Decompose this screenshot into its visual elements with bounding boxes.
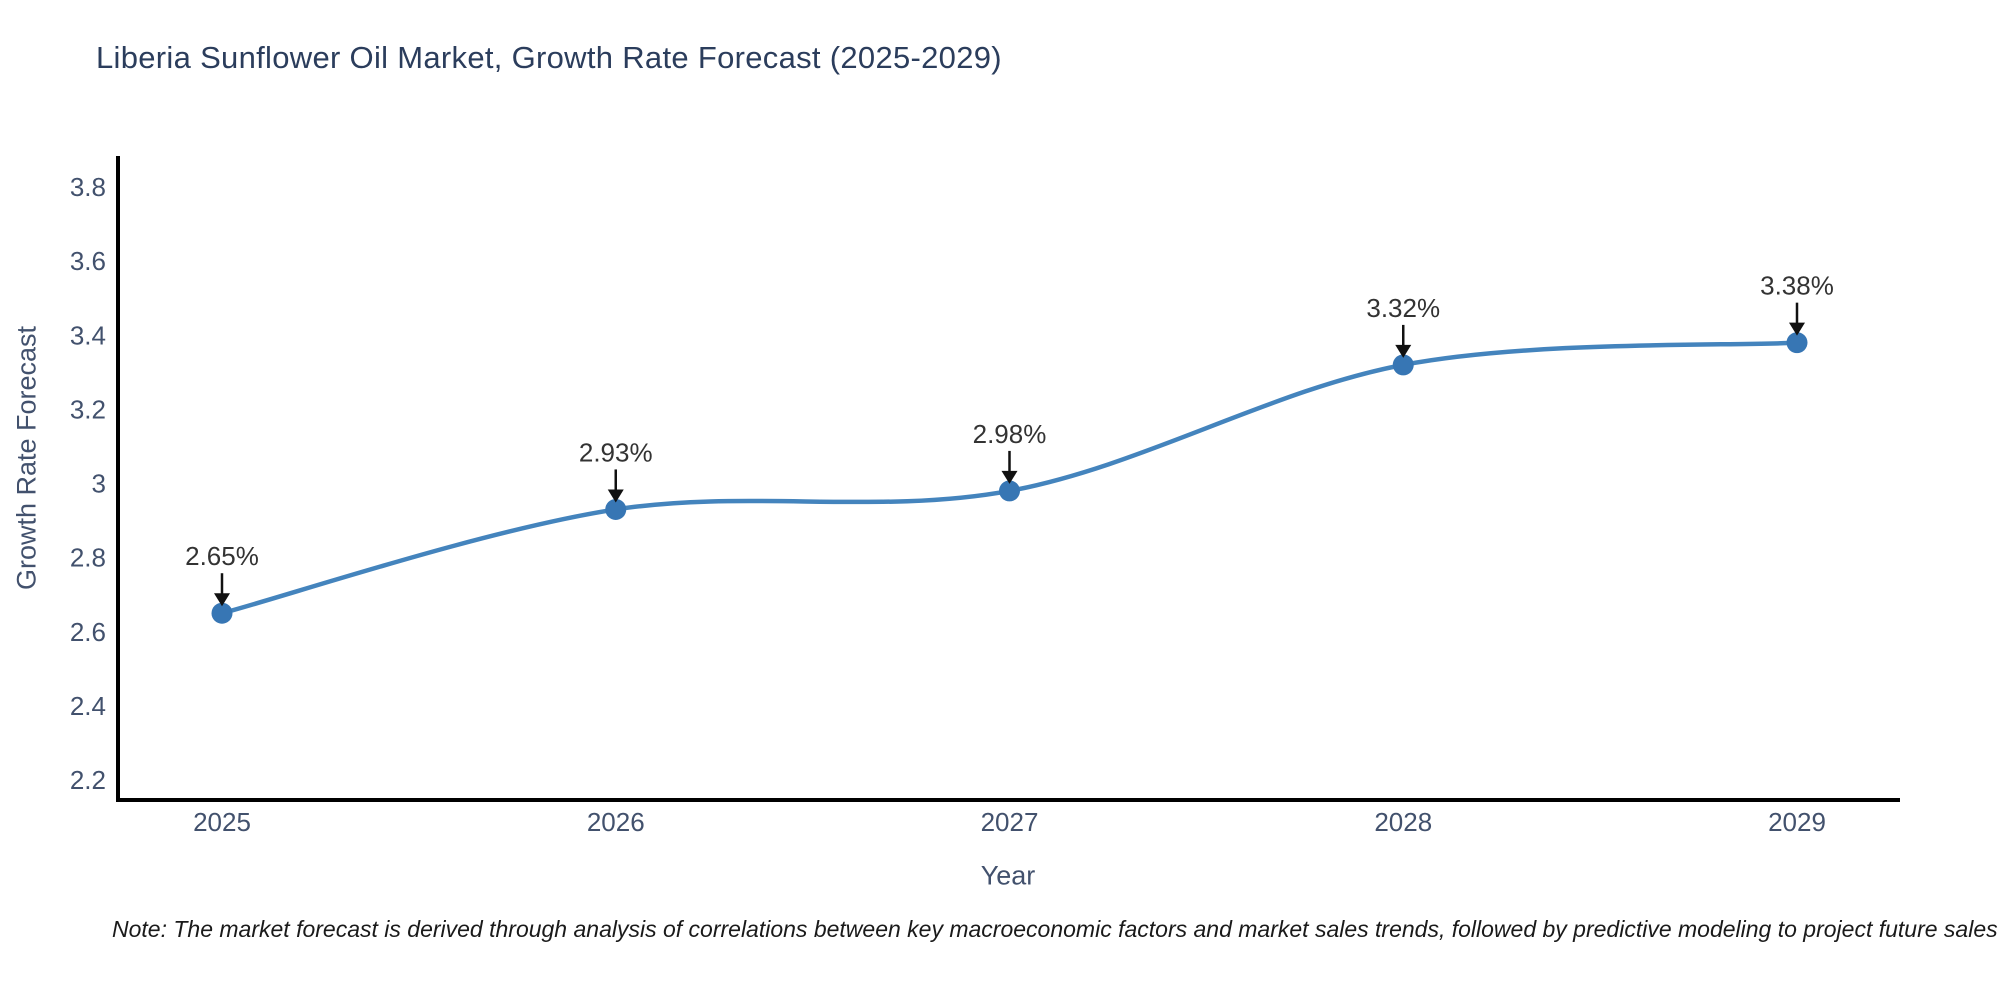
data-point-2029 (1786, 332, 1808, 354)
annotation-arrowhead-icon (607, 489, 624, 503)
data-point-2027 (999, 480, 1020, 502)
point-value-label: 2.93% (579, 437, 653, 467)
y-tick-label: 3.8 (70, 172, 106, 202)
annotation-arrowhead-icon (1395, 344, 1412, 358)
x-axis-title: Year (980, 860, 1036, 891)
annotation-arrowhead-icon (1001, 470, 1018, 484)
data-point-2028 (1392, 354, 1414, 376)
point-value-label: 2.98% (973, 419, 1047, 449)
x-tick-label: 2029 (1768, 807, 1826, 837)
x-tick-label: 2027 (981, 807, 1039, 837)
y-tick-label: 3.6 (70, 246, 106, 276)
annotation-arrowhead-icon (214, 593, 230, 607)
y-tick-label: 2.8 (70, 543, 106, 573)
y-tick-label: 2.2 (70, 765, 106, 795)
annotation-arrowhead-icon (1789, 322, 1805, 336)
y-tick-label: 3.2 (70, 394, 106, 424)
y-tick-label: 3 (92, 469, 106, 499)
x-tick-label: 2026 (587, 807, 645, 837)
x-tick-label: 2028 (1374, 807, 1432, 837)
point-value-label: 2.65% (185, 541, 259, 571)
y-tick-label: 3.4 (70, 320, 106, 350)
x-tick-label: 2025 (193, 807, 251, 837)
chart-title: Liberia Sunflower Oil Market, Growth Rat… (96, 40, 1002, 75)
y-tick-label: 2.6 (70, 617, 106, 647)
chart-footnote: Note: The market forecast is derived thr… (112, 916, 1998, 942)
point-value-label: 3.32% (1366, 293, 1440, 323)
point-value-label: 3.38% (1760, 271, 1834, 301)
y-axis-title: Growth Rate Forecast (11, 325, 42, 591)
data-point-2026 (605, 498, 627, 520)
data-point-2025 (211, 602, 233, 624)
y-tick-label: 2.4 (70, 691, 106, 721)
